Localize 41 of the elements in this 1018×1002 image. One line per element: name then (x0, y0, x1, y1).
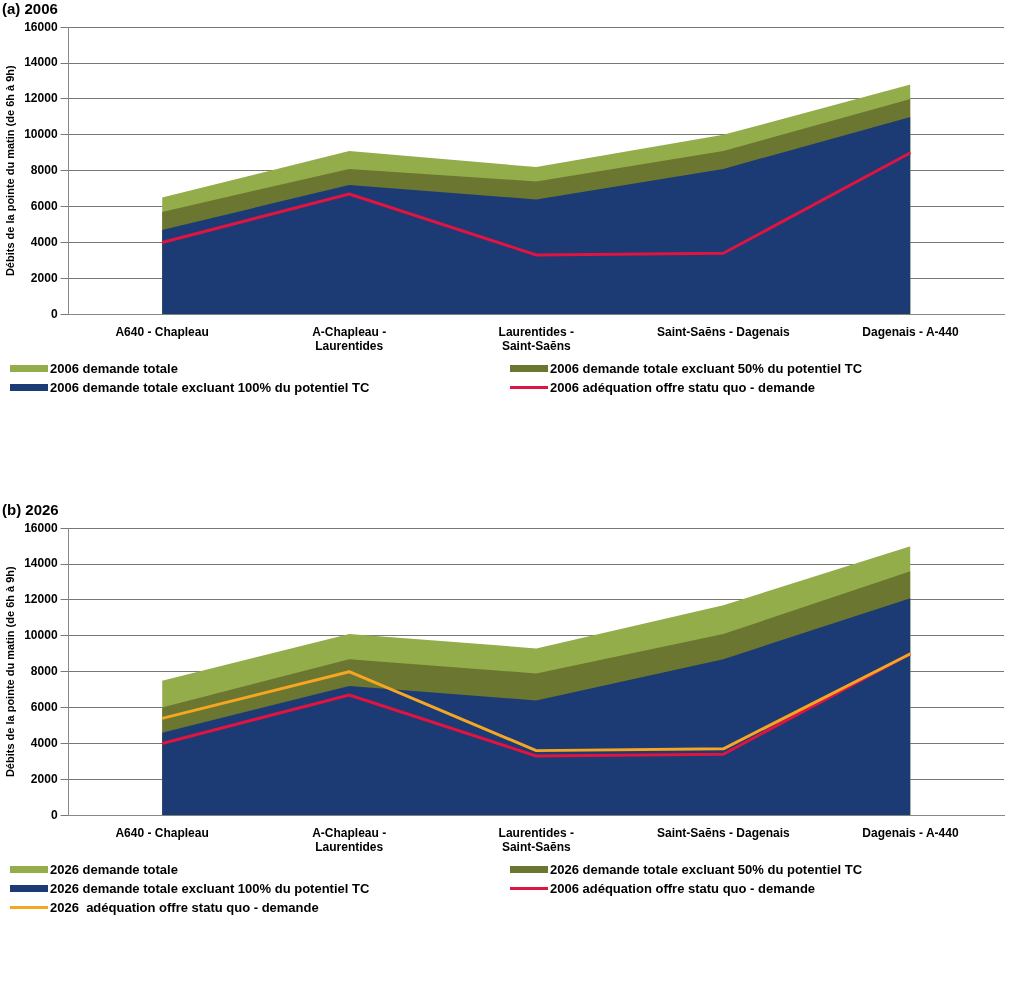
y-tick-label: 10000 (24, 628, 58, 643)
y-axis-title: Débits de la pointe du matin (de 6h à 9h) (3, 565, 16, 778)
legend-label: 2026 demande totale excluant 50% du potentiel TC (550, 862, 863, 877)
y-tick-label: 12000 (24, 91, 58, 106)
x-tick-label: Laurentides - Saint-Saēns (498, 825, 574, 855)
legend-label: 2026 adéquation offre statu quo - demande (50, 900, 319, 915)
x-tick-label: A-Chapleau - Laurentides (312, 324, 387, 354)
legend-label: 2006 demande totale (50, 361, 178, 376)
y-tick-label: 2000 (30, 771, 58, 786)
legend-label: 2026 demande totale excluant 100% du potentiel TC (50, 881, 370, 896)
legend-label: 2006 adéquation offre statu quo - demande (550, 881, 816, 896)
legend-label: 2006 demande totale excluant 50% du potentiel TC (550, 361, 863, 376)
y-tick-label: 14000 (24, 556, 58, 571)
x-tick-label: A-Chapleau - Laurentides (312, 825, 387, 855)
y-tick-label: 0 (50, 807, 58, 822)
y-tick-label: 10000 (24, 127, 58, 142)
y-tick-label: 8000 (30, 163, 58, 178)
y-tick-label: 8000 (30, 664, 58, 679)
y-tick-label: 6000 (30, 699, 58, 714)
y-tick-label: 14000 (24, 55, 58, 70)
legend-label: 2026 demande totale (50, 862, 178, 877)
x-tick-label: Dagenais - A-440 (862, 825, 959, 840)
y-tick-label: 12000 (24, 592, 58, 607)
y-tick-label: 4000 (30, 735, 58, 750)
chart-title: (a) 2006 (2, 0, 59, 17)
y-tick-label: 0 (50, 306, 58, 321)
x-tick-label: Saint-Saēns - Dagenais (657, 324, 791, 339)
y-axis-title: Débits de la pointe du matin (de 6h à 9h) (3, 64, 16, 277)
y-tick-label: 2000 (30, 270, 58, 285)
x-tick-label: A640 - Chapleau (115, 324, 209, 339)
y-tick-label: 4000 (30, 234, 58, 249)
y-tick-label: 6000 (30, 198, 58, 213)
legend-label: 2006 demande totale excluant 100% du potentiel TC (50, 380, 370, 395)
legend-label: 2006 adéquation offre statu quo - demande (550, 380, 816, 395)
x-tick-label: Laurentides - Saint-Saēns (498, 324, 574, 354)
x-tick-label: A640 - Chapleau (115, 825, 209, 840)
y-tick-label: 16000 (24, 19, 58, 34)
x-tick-label: Saint-Saēns - Dagenais (657, 825, 791, 840)
x-tick-label: Dagenais - A-440 (862, 324, 959, 339)
y-tick-label: 16000 (24, 520, 58, 535)
chart-title: (b) 2026 (2, 501, 60, 518)
